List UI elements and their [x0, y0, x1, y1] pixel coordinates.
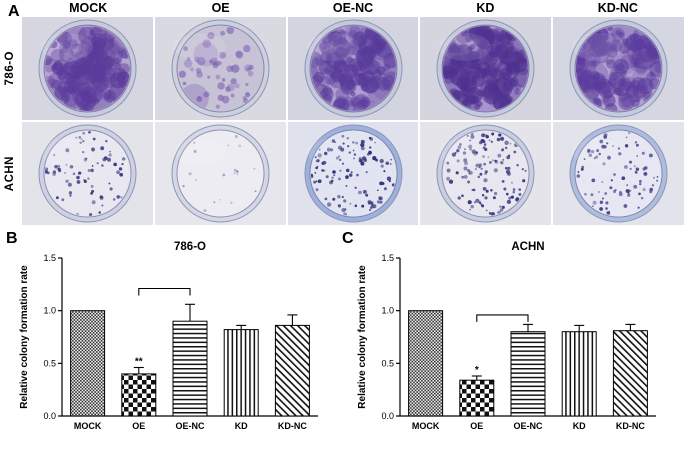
bar-MOCK	[70, 310, 106, 417]
y-tick-label: 0.0	[43, 411, 56, 421]
significance-marker: **	[135, 357, 143, 368]
row-label-achn: ACHN	[0, 122, 20, 225]
y-axis-label: Relative colony formation rate	[19, 265, 30, 409]
x-tick-label: OE	[470, 421, 483, 431]
significance-marker: *	[475, 365, 479, 376]
column-header-mock: MOCK	[69, 1, 108, 15]
comparison-bracket	[138, 287, 191, 296]
x-tick-label: KD-NC	[278, 421, 307, 431]
dish-image	[38, 19, 137, 118]
condition-headers: MOCK OE OE-NC KD KD-NC	[22, 1, 684, 15]
x-tick-label: OE	[132, 421, 145, 431]
row-label-786o: 786-O	[0, 17, 20, 120]
chart-achn: ACHN Relative colony formation rate 0.0 0.5…	[354, 236, 664, 442]
column-header-kd-nc: KD-NC	[597, 1, 638, 15]
panel-a-colony-images: A MOCK OE OE-NC KD KD-NC 786-O ACHN	[0, 1, 684, 225]
dish-image	[569, 124, 668, 223]
bar-OE	[459, 379, 495, 417]
y-tick-label: 1.5	[43, 253, 56, 263]
bar-OE	[121, 373, 157, 417]
dish-image	[171, 124, 270, 223]
column-header-kd: KD	[476, 1, 495, 15]
dish-photo-786-o-kd	[420, 17, 552, 120]
panel-b-label: B	[6, 230, 18, 247]
chart-title: ACHN	[511, 241, 544, 253]
panel-c-label: C	[342, 230, 354, 247]
column-header-oe-nc: OE-NC	[332, 1, 374, 15]
comparison-bracket	[476, 314, 529, 322]
panel-a-label: A	[8, 3, 20, 20]
dish-photo-achn-kd-nc	[553, 122, 684, 225]
y-tick-label: 1.5	[381, 253, 394, 263]
bar-MOCK	[408, 310, 444, 417]
column-header-oe: OE	[211, 1, 230, 15]
y-tick-label: 0.5	[43, 358, 56, 368]
y-tick-label: 1.0	[381, 306, 394, 316]
y-axis-label: Relative colony formation rate	[357, 265, 368, 409]
y-tick-label: 0.0	[381, 411, 394, 421]
bar-chart-ACHN: ACHN Relative colony formation rate 0.0 0.5…	[357, 241, 656, 431]
dish-photo-786-o-mock	[22, 17, 153, 120]
x-tick-label: OE-NC	[176, 421, 206, 431]
dish-row-786o	[22, 17, 684, 120]
dish-photo-achn-oe	[154, 122, 286, 225]
bar-OE-NC	[172, 320, 208, 417]
dish-photo-786-o-oe	[154, 17, 286, 120]
x-tick-label: KD	[573, 421, 586, 431]
row-label-text-786o: 786-O	[4, 51, 16, 86]
row-label-text-achn: ACHN	[4, 155, 16, 192]
bar-KD-NC	[274, 324, 310, 417]
dish-image	[436, 124, 535, 223]
bar-KD-NC	[612, 330, 648, 417]
chart-786o: 786-O Relative colony formation rate 0.0 0.…	[16, 236, 326, 442]
x-tick-label: MOCK	[412, 421, 440, 431]
dish-photo-achn-mock	[22, 122, 153, 225]
x-tick-label: OE-NC	[514, 421, 544, 431]
chart-title: 786-O	[174, 241, 206, 253]
dish-image	[436, 19, 535, 118]
dish-image	[171, 19, 270, 118]
bar-chart-786-O: 786-O Relative colony formation rate 0.0 0.…	[19, 241, 318, 431]
dish-image	[569, 19, 668, 118]
x-tick-label: KD	[235, 421, 248, 431]
dish-image	[304, 19, 403, 118]
bar-KD	[561, 331, 597, 417]
dish-photo-786-o-kd-nc	[553, 17, 684, 120]
dish-photo-achn-oe-nc	[287, 122, 419, 225]
x-tick-label: KD-NC	[616, 421, 645, 431]
bar-KD	[223, 329, 259, 417]
y-tick-label: 1.0	[43, 306, 56, 316]
x-tick-label: MOCK	[74, 421, 102, 431]
dish-row-achn	[22, 122, 684, 225]
bar-OE-NC	[510, 331, 546, 417]
y-tick-label: 0.5	[381, 358, 394, 368]
dish-photo-achn-kd	[420, 122, 552, 225]
dish-photo-786-o-oe-nc	[287, 17, 419, 120]
dish-image	[38, 124, 137, 223]
dish-image	[304, 124, 403, 223]
